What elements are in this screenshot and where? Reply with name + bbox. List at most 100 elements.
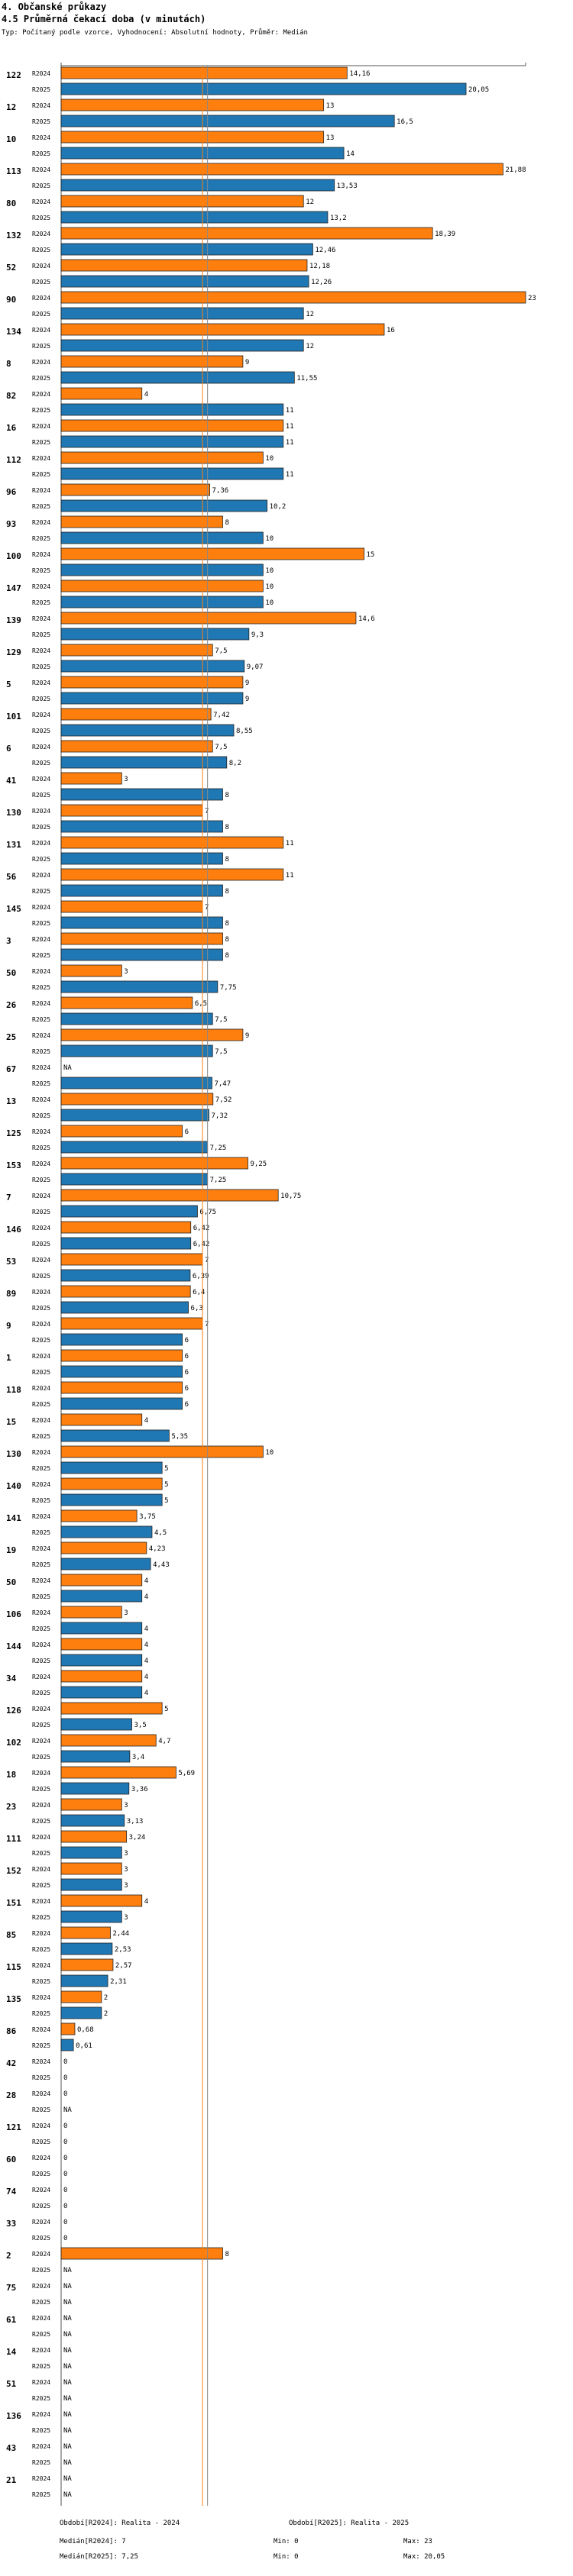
data-label: NA [63,2411,72,2419]
series-row-label: R2024 [32,1353,50,1360]
data-label: 10 [265,599,274,607]
bar-r2024 [60,1445,264,1458]
category-label: 125 [6,1128,21,1138]
series-row-label: R2024 [32,1834,50,1841]
series-row-label: R2025 [32,375,50,382]
data-label: 9 [245,680,249,687]
series-row-label: R2024 [32,2315,50,2322]
bar-r2024 [60,1253,203,1266]
category-label: 106 [6,1609,21,1619]
series-row-label: R2025 [32,599,50,606]
bar-r2025 [60,1718,132,1731]
data-label: 0 [63,2122,67,2130]
category-label: 140 [6,1481,21,1491]
bar-r2024 [60,996,193,1009]
bar-r2025 [60,1750,131,1763]
data-label: NA [63,2347,72,2355]
category-label: 60 [6,2155,16,2164]
bar-r2024 [60,836,284,849]
bar-r2025 [60,1269,191,1282]
data-label: 8 [225,824,228,831]
category-label: 89 [6,1289,16,1299]
data-label: 8 [225,936,228,944]
data-label: 3,24 [129,1834,146,1842]
series-row-label: R2024 [32,2379,50,2386]
data-label: 5,35 [171,1433,188,1441]
data-label: 10 [265,1449,274,1457]
data-label: 4,7 [158,1738,170,1745]
data-label: 18,39 [435,231,455,238]
category-label: 61 [6,2315,17,2325]
data-label: 4 [144,1898,148,1906]
series-row-label: R2024 [32,1321,50,1328]
series-row-label: R2024 [32,519,50,526]
series-row-label: R2024 [32,2251,50,2258]
category-label: 41 [6,776,17,786]
median-r2024: Medián[R2024]: 7 [60,2538,126,2545]
series-row-label: R2024 [32,1128,50,1135]
data-label: 23 [528,295,536,302]
bar-r2025 [60,1654,143,1667]
series-row-label: R2025 [32,2491,50,2498]
category-label: 80 [6,199,16,208]
bar-r2025 [60,628,250,641]
series-row-label: R2025 [32,1529,50,1536]
bar-r2024 [60,1990,102,2003]
series-row-label: R2025 [32,1882,50,1889]
data-label: 6 [185,1369,189,1377]
bar-r2024 [60,291,526,304]
category-label: 130 [6,808,21,818]
data-label: NA [63,2331,72,2339]
category-label: 33 [6,2219,16,2229]
data-label: 0,68 [77,2026,94,2034]
series-row-label: R2025 [32,2459,50,2466]
bar-r2025 [60,275,309,288]
bar-r2024 [60,579,264,592]
bar-r2024 [60,1734,157,1747]
bar-r2024 [60,1477,163,1490]
bar-r2025 [60,403,284,416]
category-label: 16 [6,423,17,433]
legend-r2025: Období[R2025]: Realita - 2025 [289,2520,410,2527]
data-label: NA [63,2267,72,2274]
series-row-label: R2024 [32,2026,50,2033]
data-label: 5 [164,1497,168,1505]
data-label: 6,42 [193,1225,210,1232]
data-label: 5 [164,1481,168,1489]
bar-r2024 [60,2247,223,2260]
bar-r2024 [60,515,223,528]
category-label: 56 [6,872,17,882]
category-label: 12 [6,102,16,112]
series-row-label: R2024 [32,1000,50,1007]
bar-r2024 [60,419,284,432]
bar-r2024 [60,1317,203,1330]
data-label: 0,61 [76,2042,92,2050]
series-row-label: R2024 [32,2443,50,2450]
bar-r2024 [60,1798,122,1811]
bar-r2024 [60,900,203,913]
series-row-label: R2024 [32,1096,50,1103]
category-label: 1 [6,1353,11,1363]
series-row-label: R2024 [32,1802,50,1809]
series-row-label: R2025 [32,2363,50,2370]
median-r2025: Medián[R2025]: 7,25 [60,2553,138,2561]
data-label: 4 [144,391,148,399]
data-label: 14,6 [358,615,375,623]
data-label: 2,31 [110,1978,127,1986]
bar-r2025 [60,1365,183,1378]
bar-r2025 [60,179,335,192]
category-label: 131 [6,840,21,850]
data-label: 15 [367,551,375,559]
series-row-label: R2025 [32,1850,50,1857]
series-row-label: R2025 [32,2267,50,2274]
data-label: 3,75 [139,1513,156,1521]
series-row-label: R2025 [32,1625,50,1632]
category-label: 53 [6,1257,16,1267]
data-label: 5 [164,1465,168,1473]
data-label: NA [63,2475,72,2483]
series-row-label: R2024 [32,968,50,975]
series-row-label: R2024 [32,2475,50,2482]
category-label: 14 [6,2347,17,2357]
series-row-label: R2025 [32,1658,50,1664]
series-row-label: R2025 [32,1144,50,1151]
